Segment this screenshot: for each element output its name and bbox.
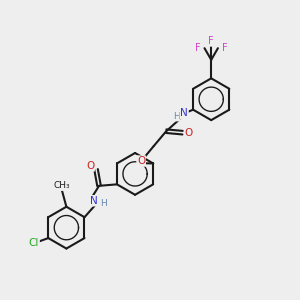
Text: H: H <box>100 199 107 208</box>
Text: N: N <box>180 108 188 118</box>
Text: H: H <box>173 112 180 121</box>
Text: O: O <box>137 156 145 166</box>
Text: O: O <box>86 161 94 171</box>
Text: F: F <box>195 43 201 53</box>
Text: O: O <box>184 128 193 138</box>
Text: F: F <box>222 43 227 53</box>
Text: F: F <box>208 36 214 46</box>
Text: CH₃: CH₃ <box>54 181 70 190</box>
Text: N: N <box>90 196 98 206</box>
Text: Cl: Cl <box>29 238 39 248</box>
